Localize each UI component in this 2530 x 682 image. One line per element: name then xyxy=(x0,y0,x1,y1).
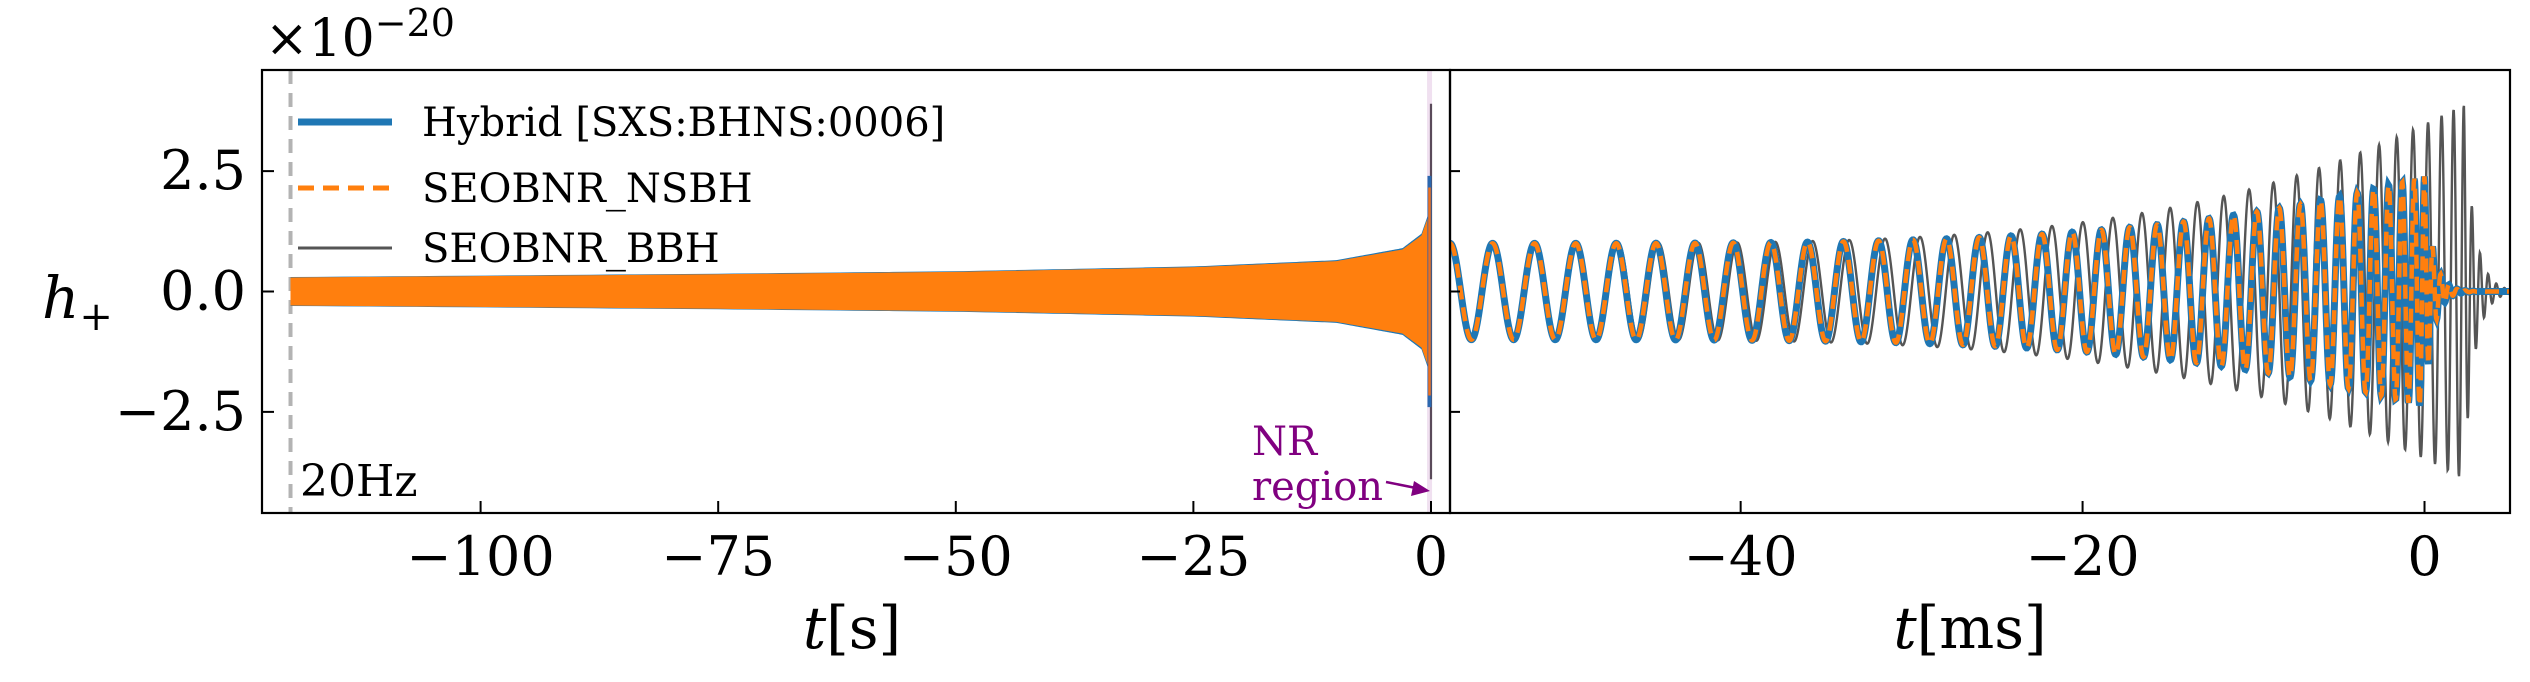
x-tick-label-right: −40 xyxy=(1684,525,1798,588)
x-tick-label-left: −100 xyxy=(406,525,554,588)
y-tick-label: 2.5 xyxy=(160,139,246,202)
y-axis-label: h+ xyxy=(42,264,113,340)
x-axis-label-left: t[s] xyxy=(803,594,901,662)
right-ticks: −40 −20 0 xyxy=(1450,170,2442,588)
legend-label-nsbh: SEOBNR_NSBH xyxy=(422,166,753,212)
legend: Hybrid [SXS:BHNS:0006] SEOBNR_NSBH SEOBN… xyxy=(298,100,945,272)
left-ticks: −100 −75 −50 −25 0 2.5 0.0 −2.5 xyxy=(115,139,1448,588)
nr-arrow-head xyxy=(1411,481,1430,496)
x-axis-label-right: t[ms] xyxy=(1893,594,2046,662)
left-panel: −100 −75 −50 −25 0 2.5 0.0 −2.5 xyxy=(115,70,1448,588)
nr-region-annotation: NR region xyxy=(1252,419,1430,510)
x-tick-label-left: 0 xyxy=(1414,525,1448,588)
x-tick-label-left: −25 xyxy=(1136,525,1250,588)
x-tick-label-left: −75 xyxy=(661,525,775,588)
x-tick-label-left: −50 xyxy=(899,525,1013,588)
right-waveforms xyxy=(1450,105,2510,477)
nr-arrow-shaft xyxy=(1385,480,1417,490)
y-tick-label: 0.0 xyxy=(160,260,246,323)
left-waveforms xyxy=(290,70,1433,513)
nr-annotation-line2: region xyxy=(1252,464,1383,510)
marker-20hz-label: 20Hz xyxy=(300,456,418,507)
nr-annotation-line1: NR xyxy=(1252,419,1319,465)
y-offset-label: ×10−20 xyxy=(265,1,455,69)
y-tick-label: −2.5 xyxy=(115,380,246,443)
x-tick-label-right: 0 xyxy=(2407,525,2441,588)
right-axes-frame xyxy=(1448,68,2512,515)
left-envelope-nsbh xyxy=(290,179,1431,404)
right-panel: −40 −20 0 xyxy=(1450,105,2510,588)
legend-label-bbh: SEOBNR_BBH xyxy=(422,226,720,272)
legend-label-hybrid: Hybrid [SXS:BHNS:0006] xyxy=(422,100,945,146)
nr-region-band xyxy=(1427,70,1433,513)
right-series-nsbh xyxy=(1450,176,2510,407)
x-tick-label-right: −20 xyxy=(2026,525,2140,588)
